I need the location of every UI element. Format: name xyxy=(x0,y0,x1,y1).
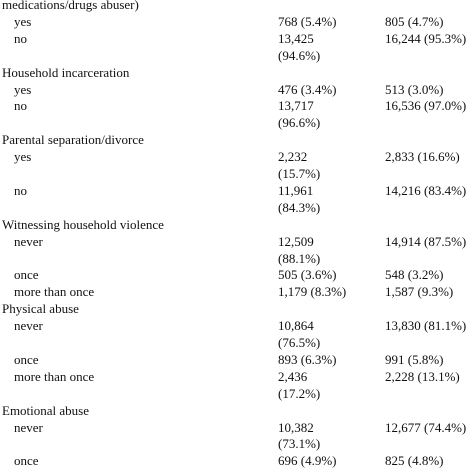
section-header: medications/drugs abuser) xyxy=(2,0,139,12)
value-cell: (73.1%) xyxy=(278,436,321,452)
value-cell: 14,216 (83.4%) xyxy=(385,182,467,198)
value-cell: 13,830 (81.1%) xyxy=(385,318,467,334)
row-label: yes xyxy=(14,81,32,97)
value-cell: 991 (5.8%) xyxy=(385,351,444,367)
value-cell: 893 (6.3%) xyxy=(278,351,337,367)
value-cell: 2,436 xyxy=(278,368,308,384)
value-cell: 12,509 xyxy=(278,233,314,249)
value-cell: 2,228 (13.1%) xyxy=(385,368,460,384)
value-cell: (15.7%) xyxy=(278,166,321,181)
value-cell: 13,717 xyxy=(278,98,314,114)
value-cell: 11,961 xyxy=(278,182,314,198)
section-header: Witnessing household violence xyxy=(2,216,164,232)
row-label: more than once xyxy=(14,368,95,384)
row-label: never xyxy=(14,233,43,249)
value-cell: 14,914 (87.5%) xyxy=(385,233,467,249)
section-header: Physical abuse xyxy=(2,301,79,317)
row-label: once xyxy=(14,267,39,283)
row-label: once xyxy=(14,351,39,367)
value-cell: 548 (3.2%) xyxy=(385,267,444,283)
value-cell: 16,536 (97.0%) xyxy=(385,98,467,114)
row-label: no xyxy=(14,30,27,46)
value-cell: 13,425 xyxy=(278,30,314,46)
value-cell: (88.1%) xyxy=(278,250,321,266)
value-cell: 696 (4.9%) xyxy=(278,453,337,469)
value-cell: (84.3%) xyxy=(278,199,321,215)
row-label: yes xyxy=(14,149,32,165)
value-cell: 1,587 (9.3%) xyxy=(385,284,454,300)
section-header: Household incarceration xyxy=(2,64,130,80)
section-header: Parental separation/divorce xyxy=(2,132,144,148)
value-cell: 10,864 xyxy=(278,318,314,334)
section-header: Emotional abuse xyxy=(2,402,90,418)
value-cell: (76.5%) xyxy=(278,335,321,350)
value-cell: 2,232 xyxy=(278,149,308,165)
value-cell: 10,382 xyxy=(278,419,314,435)
row-label: no xyxy=(14,182,27,198)
row-label: no xyxy=(14,98,27,114)
value-cell: (96.6%) xyxy=(278,115,321,131)
value-cell: 476 (3.4%) xyxy=(278,81,337,97)
row-label: yes xyxy=(14,13,32,29)
value-cell: 1,179 (8.3%) xyxy=(278,284,347,300)
row-label: never xyxy=(14,419,43,435)
value-cell: (17.2%) xyxy=(278,385,321,401)
value-cell: (94.6%) xyxy=(278,47,321,63)
row-label: once xyxy=(14,453,39,469)
value-cell: 768 (5.4%) xyxy=(278,13,337,29)
value-cell: 805 (4.7%) xyxy=(385,13,444,29)
value-cell: 2,833 (16.6%) xyxy=(385,149,460,165)
value-cell: 12,677 (74.4%) xyxy=(385,419,467,435)
value-cell: 16,244 (95.3%) xyxy=(385,30,467,46)
row-label: never xyxy=(14,318,43,334)
row-label: more than once xyxy=(14,284,95,300)
value-cell: 825 (4.8%) xyxy=(385,453,444,469)
value-cell: 513 (3.0%) xyxy=(385,81,444,97)
value-cell: 505 (3.6%) xyxy=(278,267,337,283)
